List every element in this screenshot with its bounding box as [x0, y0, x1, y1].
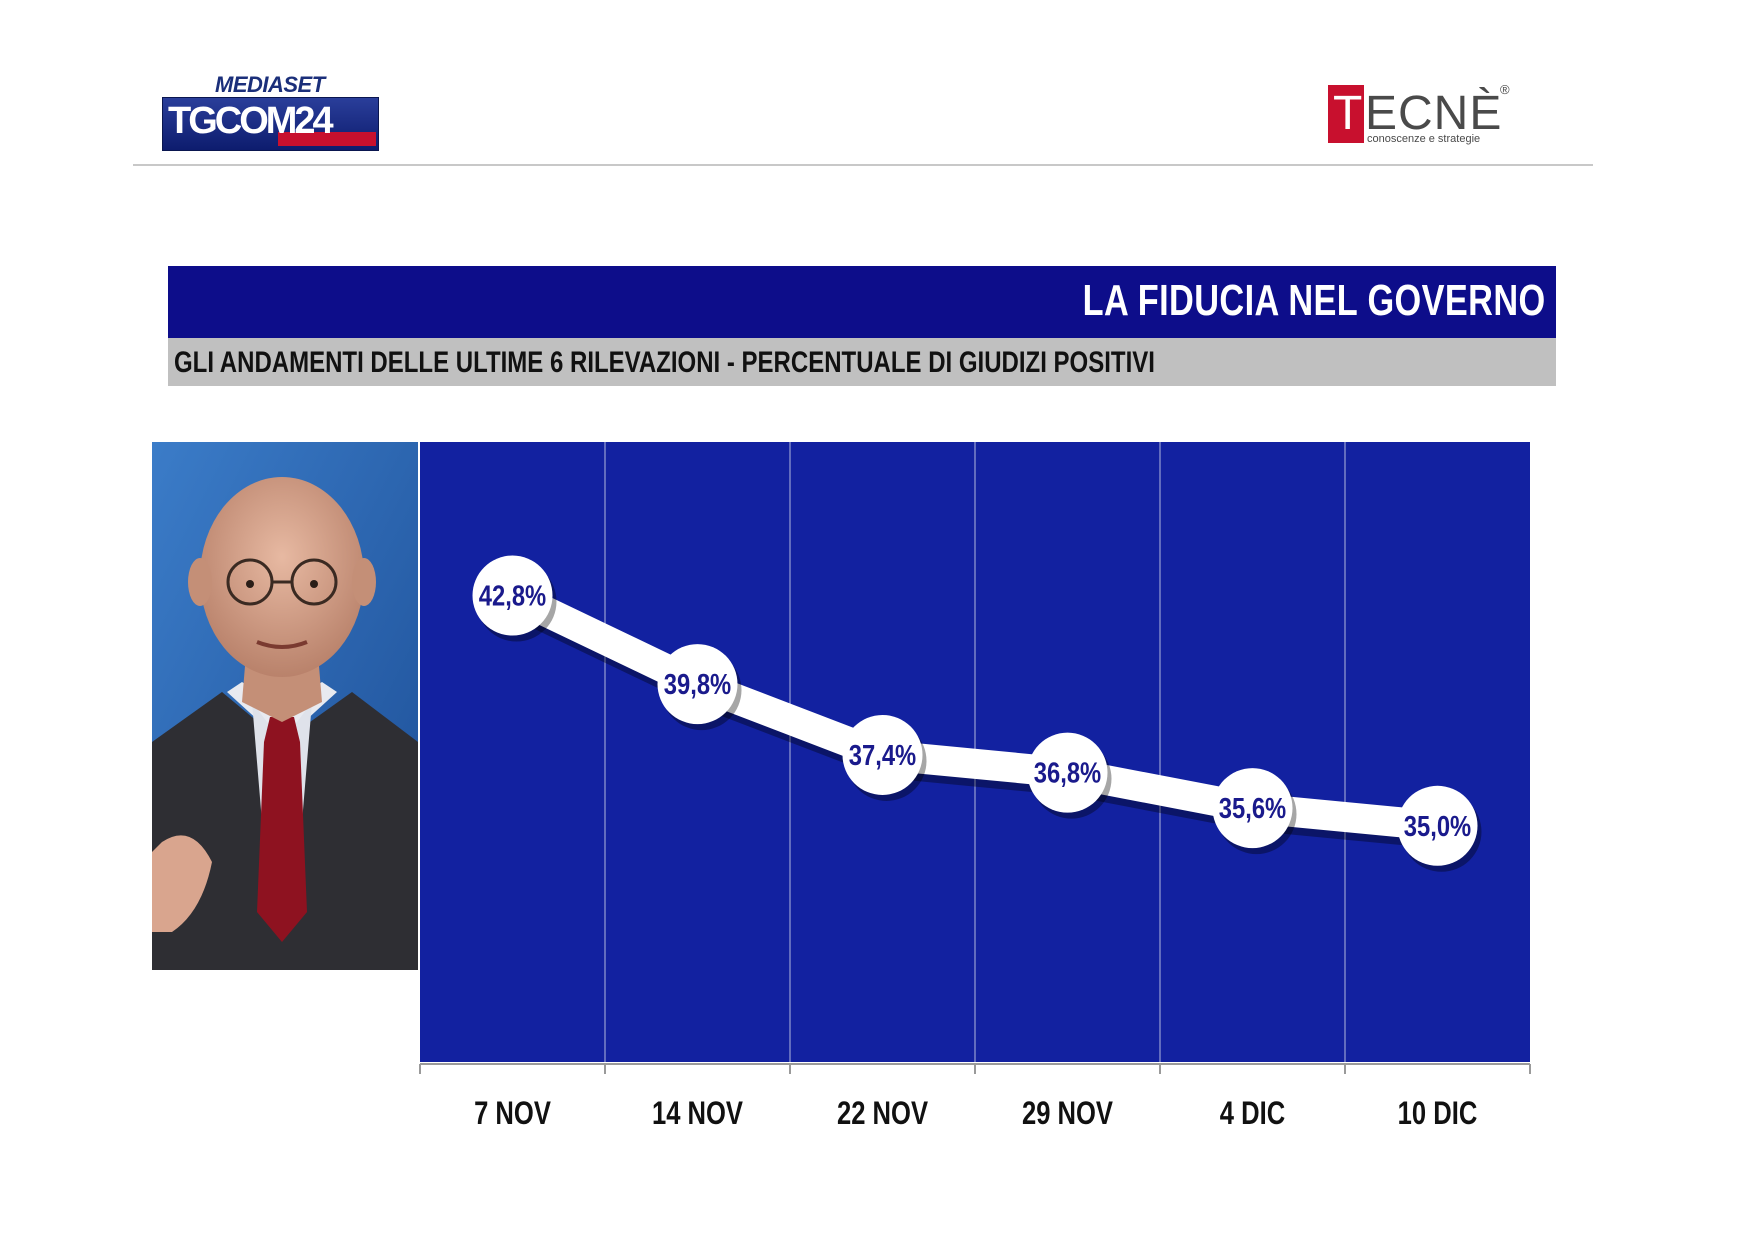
chart-subtitle: GLI ANDAMENTI DELLE ULTIME 6 RILEVAZIONI… [174, 346, 1155, 379]
chart-title: LA FIDUCIA NEL GOVERNO [1082, 276, 1546, 325]
series-line [497, 580, 1453, 849]
x-axis [419, 1063, 1531, 1074]
data-label: 35,6% [1219, 792, 1286, 825]
series-line-path [497, 580, 1453, 841]
data-label: 36,8% [1034, 756, 1101, 789]
data-label: 37,4% [849, 739, 916, 772]
x-tick-label: 22 NOV [837, 1096, 929, 1131]
x-tick-label: 7 NOV [474, 1096, 551, 1131]
header-divider [133, 164, 1593, 166]
data-point [1027, 732, 1108, 813]
data-point-shadow [1031, 738, 1112, 819]
tecne-logo: T ECNÈ ® conoscenze e strategie [1328, 80, 1518, 150]
data-point-shadow [1401, 791, 1482, 872]
plot-area [420, 442, 1530, 1062]
data-point-shadow [1216, 774, 1297, 855]
grid-lines [604, 442, 1346, 1062]
tecne-logo-rest: ECNÈ [1365, 87, 1503, 140]
data-point-shadow [476, 561, 557, 642]
x-tick-label: 10 DIC [1398, 1096, 1478, 1131]
tgcom24-wordmark: TGCOM24 [168, 100, 334, 142]
mediaset-wordmark: MEDIASET [215, 72, 325, 97]
registered-mark: ® [1500, 82, 1510, 97]
data-point [1212, 768, 1293, 849]
data-point [657, 644, 738, 725]
category-labels: 7 NOV 14 NOV 22 NOV 29 NOV 4 DIC 10 DIC [474, 1096, 1477, 1131]
x-tick-label: 4 DIC [1220, 1096, 1285, 1131]
data-point-shadow [661, 650, 742, 731]
data-label: 42,8% [479, 579, 546, 612]
data-point [1397, 785, 1478, 866]
x-tick-label: 29 NOV [1022, 1096, 1114, 1131]
tecne-tagline: conoscenze e strategie [1367, 133, 1481, 145]
subtitle-bar: GLI ANDAMENTI DELLE ULTIME 6 RILEVAZIONI… [168, 338, 1556, 386]
tecne-logo-red-box [1328, 85, 1364, 143]
title-bar: LA FIDUCIA NEL GOVERNO [168, 266, 1556, 338]
data-point [472, 555, 553, 636]
x-tick-label: 14 NOV [652, 1096, 744, 1131]
tgcom24-logo-stripe [278, 132, 376, 146]
data-label: 39,8% [664, 668, 731, 701]
series-line-shadow [509, 586, 1444, 849]
data-label: 35,0% [1404, 810, 1471, 843]
person-photo-icon [152, 442, 418, 970]
data-point-shadow [846, 720, 927, 801]
tgcom24-logo-box [162, 97, 379, 151]
data-points: 42,8% 39,8% 37,4% 36,8% 35,6% 35,0% [472, 555, 1482, 872]
tgcom24-logo: MEDIASET TGCOM24 [160, 72, 379, 152]
tecne-logo-initial: T [1333, 87, 1363, 140]
data-point [842, 714, 923, 795]
portrait-illustration [152, 442, 418, 970]
